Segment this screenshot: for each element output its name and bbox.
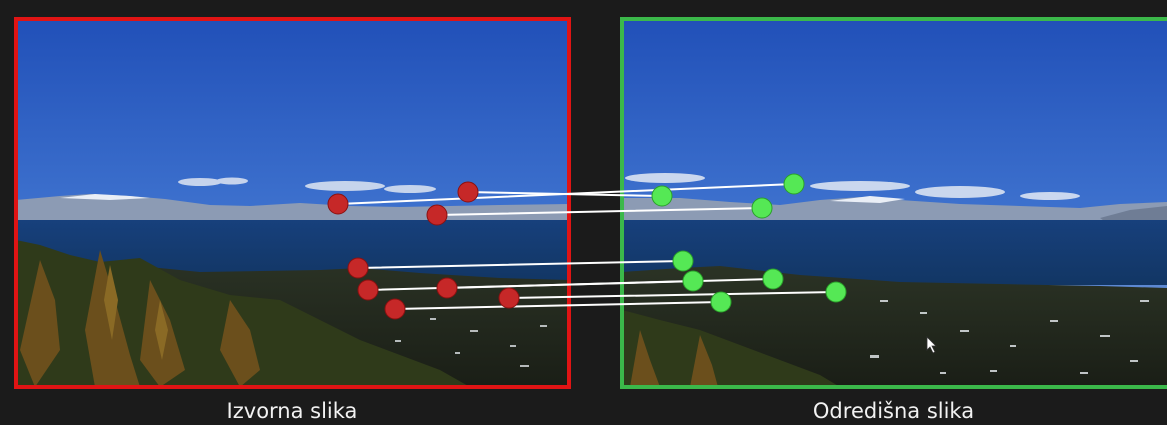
source-keypoint — [457, 181, 479, 203]
destination-image — [622, 19, 1167, 387]
source-keypoint — [436, 277, 458, 299]
destination-frame — [620, 17, 1167, 389]
destination-image-caption: Odredišna slika — [812, 399, 975, 423]
match-line — [508, 291, 837, 299]
destination-keypoint — [751, 197, 773, 219]
match-line — [467, 191, 663, 197]
source-keypoint — [347, 257, 369, 279]
mouse-cursor-icon — [926, 336, 937, 354]
match-line — [436, 207, 763, 216]
match-line — [394, 301, 722, 310]
destination-keypoint — [710, 291, 732, 313]
source-keypoint — [327, 193, 349, 215]
match-line — [357, 260, 684, 269]
destination-keypoint — [825, 281, 847, 303]
destination-keypoint — [651, 185, 673, 207]
source-image — [16, 19, 569, 387]
destination-keypoint — [783, 173, 805, 195]
source-keypoint — [498, 287, 520, 309]
destination-keypoint — [762, 268, 784, 290]
source-keypoint — [384, 298, 406, 320]
destination-keypoint — [682, 270, 704, 292]
source-keypoint — [426, 204, 448, 226]
source-image-caption: Izvorna slika — [226, 399, 358, 423]
match-line — [446, 280, 694, 289]
source-keypoint — [357, 279, 379, 301]
source-frame — [14, 17, 571, 389]
destination-keypoint — [672, 250, 694, 272]
